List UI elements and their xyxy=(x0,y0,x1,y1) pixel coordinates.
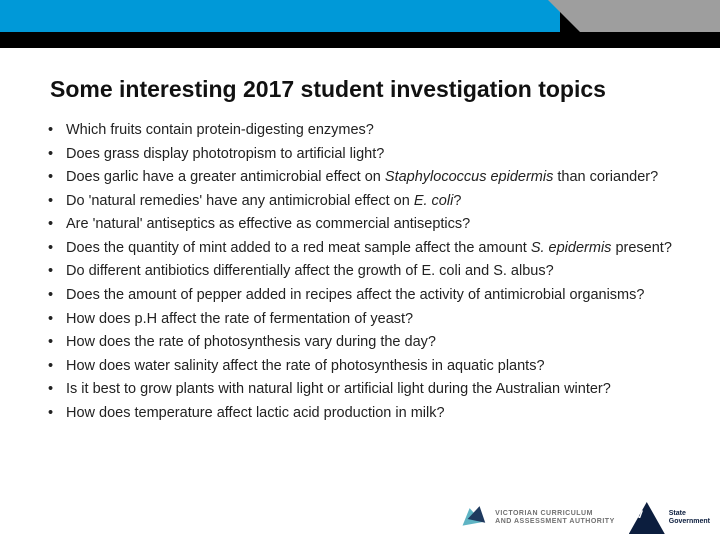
bullet-text-post: present? xyxy=(611,240,671,256)
bullet-item: Is it best to grow plants with natural l… xyxy=(44,380,680,400)
bullet-text-pre: Is it best to grow plants with natural l… xyxy=(66,381,611,397)
bullet-text-pre: Does garlic have a greater antimicrobial… xyxy=(66,169,385,185)
vcaa-logo: VICTORIAN CURRICULUM AND ASSESSMENT AUTH… xyxy=(461,504,615,532)
bullet-text-italic: S. epidermis xyxy=(531,240,612,256)
vcaa-text: VICTORIAN CURRICULUM AND ASSESSMENT AUTH… xyxy=(495,510,615,525)
bullet-text-pre: Does the amount of pepper added in recip… xyxy=(66,287,644,303)
bullet-item: Does the quantity of mint added to a red… xyxy=(44,239,680,259)
header-bar xyxy=(0,0,720,48)
bullet-text-pre: Are 'natural' antiseptics as effective a… xyxy=(66,216,470,232)
bullet-item: How does water salinity affect the rate … xyxy=(44,357,680,377)
bullet-text-post: ? xyxy=(453,193,461,209)
bullet-item: How does p.H affect the rate of fermenta… xyxy=(44,310,680,330)
bullet-text-pre: Do different antibiotics differentially … xyxy=(66,263,554,279)
vcaa-line1: VICTORIAN CURRICULUM xyxy=(495,510,615,518)
bullet-text-pre: Which fruits contain protein-digesting e… xyxy=(66,122,374,138)
bullet-item: How does the rate of photosynthesis vary… xyxy=(44,333,680,353)
header-grey-strip xyxy=(580,0,720,32)
victoria-text: State Government xyxy=(669,510,710,525)
bullet-text-pre: How does p.H affect the rate of fermenta… xyxy=(66,311,413,327)
vic-line1: State xyxy=(669,510,710,518)
bullet-item: Does grass display phototropism to artif… xyxy=(44,145,680,165)
bullet-item: Does garlic have a greater antimicrobial… xyxy=(44,168,680,188)
page-title: Some interesting 2017 student investigat… xyxy=(50,76,720,103)
vcaa-line2: AND ASSESSMENT AUTHORITY xyxy=(495,518,615,526)
bullet-item: Do different antibiotics differentially … xyxy=(44,262,680,282)
bullet-text-pre: Does the quantity of mint added to a red… xyxy=(66,240,531,256)
bullet-item: Are 'natural' antiseptics as effective a… xyxy=(44,215,680,235)
bullet-text-pre: Do 'natural remedies' have any antimicro… xyxy=(66,193,414,209)
bullet-item: Do 'natural remedies' have any antimicro… xyxy=(44,192,680,212)
bullet-text-post: than coriander? xyxy=(553,169,658,185)
bullet-item: Which fruits contain protein-digesting e… xyxy=(44,121,680,141)
footer-logos: VICTORIAN CURRICULUM AND ASSESSMENT AUTH… xyxy=(461,502,710,534)
victoria-triangle-icon: V xyxy=(629,502,665,534)
vcaa-mark-icon xyxy=(461,504,489,532)
bullet-text-pre: How does water salinity affect the rate … xyxy=(66,358,545,374)
bullet-text-pre: How does temperature affect lactic acid … xyxy=(66,405,445,421)
bullet-text-pre: Does grass display phototropism to artif… xyxy=(66,146,384,162)
vic-line2: Government xyxy=(669,518,710,526)
header-blue-strip xyxy=(0,0,560,32)
bullet-text-italic: Staphylococcus epidermis xyxy=(385,169,553,185)
bullet-text-italic: E. coli xyxy=(414,193,454,209)
bullet-item: How does temperature affect lactic acid … xyxy=(44,404,680,424)
victoria-logo: V State Government xyxy=(629,502,710,534)
bullet-list: Which fruits contain protein-digesting e… xyxy=(44,121,680,423)
bullet-text-pre: How does the rate of photosynthesis vary… xyxy=(66,334,436,350)
bullet-item: Does the amount of pepper added in recip… xyxy=(44,286,680,306)
